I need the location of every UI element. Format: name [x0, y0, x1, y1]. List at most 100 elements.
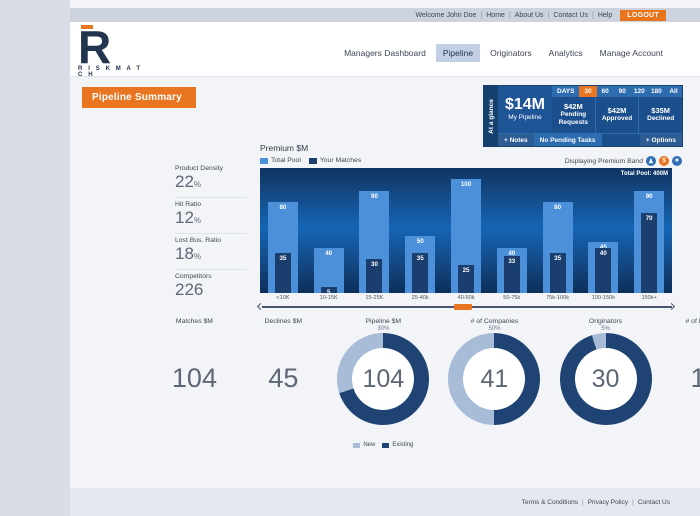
bar-value-your-matches: 35 [279, 255, 287, 263]
nav-item-managers-dashboard[interactable]: Managers Dashboard [344, 48, 426, 58]
nav-item-originators[interactable]: Originators [490, 48, 532, 58]
stat-declined[interactable]: $35M Declined [638, 97, 682, 133]
x-axis-tick: 10-15K [319, 295, 338, 301]
stat-pending-requests[interactable]: $42M Pending Requests [552, 97, 595, 133]
bar-group[interactable]: 90 30 [352, 168, 398, 293]
bar-your-matches[interactable]: 35 [549, 253, 566, 293]
logo[interactable]: R R I S K M A T C H [78, 24, 148, 78]
logo-wordmark: R I S K M A T C H [78, 66, 143, 78]
donut-center-originators: 30 [574, 348, 637, 410]
nav-item-manage-account[interactable]: Manage Account [599, 48, 663, 58]
bar-value-your-matches: 70 [645, 215, 653, 223]
x-axis-tick: 50-75k [503, 295, 521, 301]
bar-value-your-matches: 33 [508, 257, 516, 265]
bar-group[interactable]: 40 33 [489, 168, 535, 293]
add-notes-button[interactable]: + Notes [498, 134, 534, 146]
footer-link-privacy[interactable]: Privacy Policy [587, 499, 629, 506]
rail-unit-lost-bus-ratio: % [193, 252, 202, 261]
bar-your-matches[interactable]: 40 [595, 247, 612, 293]
days-option-90[interactable]: 90 [618, 88, 626, 95]
donut-legend-swatch-existing [382, 442, 390, 448]
header-divider [70, 76, 700, 77]
x-axis-tick: 75k-100k [546, 295, 570, 301]
site-header: R R I S K M A T C H Managers Dashboard P… [70, 22, 700, 78]
kpi-label-declines: Declines $M [264, 318, 303, 325]
footer-divider [70, 488, 700, 489]
bar-value-your-matches: 25 [462, 266, 470, 274]
divider: | [480, 11, 483, 19]
at-a-glance-right: DAYS 30 60 90 120 180 All $42M Pending R… [552, 86, 682, 133]
bar-your-matches[interactable]: 35 [412, 253, 429, 293]
bar-your-matches[interactable]: 35 [274, 253, 291, 293]
nav-item-pipeline[interactable]: Pipeline [435, 44, 481, 62]
bar-your-matches[interactable]: 5 [320, 287, 337, 296]
logout-button[interactable]: LOGOUT [620, 9, 666, 21]
stat-declined-amount: $35M [651, 106, 671, 115]
utility-link-home[interactable]: Home [486, 11, 505, 19]
person-icon[interactable]: ♟ [646, 156, 656, 166]
pending-tasks-button[interactable]: No Pending Tasks [533, 134, 602, 146]
kpi-value-declines: 45 [268, 363, 299, 393]
welcome-text: Welcome John Doe [415, 11, 477, 19]
bar-your-matches[interactable]: 33 [503, 255, 520, 293]
bar-your-matches[interactable]: 25 [458, 264, 475, 293]
kpi-label-companies: # of Companies [470, 318, 519, 325]
bar-value-your-matches: 30 [371, 260, 378, 268]
nav-item-analytics[interactable]: Analytics [548, 48, 583, 58]
bar-group[interactable]: 80 35 [535, 168, 581, 293]
days-option-180[interactable]: 180 [650, 88, 662, 95]
kpi-declines: Declines $M 45 [239, 318, 328, 448]
stat-approved-label: Approved [601, 115, 633, 122]
slider-handle[interactable] [454, 303, 472, 310]
days-option-all[interactable]: All [669, 88, 678, 95]
bar-group[interactable]: 80 35 [260, 168, 306, 293]
grid-icon[interactable]: ⌗ [672, 156, 682, 166]
bar-group[interactable]: 100 25 [443, 168, 489, 293]
bar-group[interactable]: 4540 [580, 168, 626, 293]
dollar-icon[interactable]: $ [659, 156, 669, 166]
bar-total-pool[interactable]: 40 [313, 247, 344, 293]
bar-your-matches[interactable]: 30 [366, 258, 383, 293]
options-button[interactable]: + Options [639, 134, 682, 146]
utility-link-contact-us[interactable]: Contact Us [553, 11, 589, 19]
days-option-30[interactable]: 30 [579, 86, 597, 97]
glance-stats: $42M Pending Requests $42M Approved $35M… [552, 97, 682, 133]
bar-group[interactable]: 90 70 [626, 168, 672, 293]
days-filter-label: DAYS [552, 86, 580, 97]
divider: | [632, 499, 634, 506]
utility-links: Welcome John Doe | Home | About Us | Con… [415, 8, 666, 22]
chart-range-slider[interactable] [256, 302, 676, 311]
utility-bar: Welcome John Doe | Home | About Us | Con… [70, 8, 700, 22]
legend-swatch-total-pool [260, 157, 268, 164]
rail-value-lost-bus-ratio: 18% [175, 244, 247, 266]
kpi-products: # of Products 14 [661, 318, 700, 448]
utility-link-help[interactable]: Help [597, 11, 613, 19]
bar-value-your-matches: 35 [554, 255, 562, 263]
donut-originators[interactable]: 30 [559, 333, 652, 425]
page-sheet: Welcome John Doe | Home | About Us | Con… [70, 0, 700, 516]
donut-companies[interactable]: 41 [448, 333, 541, 425]
days-option-120[interactable]: 120 [633, 88, 645, 95]
total-pool-note: Total Pool: 400M [620, 171, 668, 177]
utility-link-about-us[interactable]: About Us [514, 11, 544, 19]
donut-legend-item-new: New [353, 442, 375, 448]
footer-link-contact[interactable]: Contact Us [637, 499, 670, 506]
rail-value-product-density: 22% [175, 172, 247, 194]
donut-pipeline[interactable]: 104 [337, 333, 430, 425]
bar-group[interactable]: 50 35 [397, 168, 443, 293]
stat-approved[interactable]: $42M Approved [594, 97, 639, 133]
bar-value-total-pool: 45 [600, 244, 607, 293]
rail-unit-hit-ratio: % [193, 216, 202, 225]
kpi-pct-originators: 5% [601, 326, 610, 332]
my-pipeline-amount: $14M [504, 95, 546, 113]
slider-right-arrow-icon[interactable] [667, 302, 676, 311]
bar-group[interactable]: 40 5 [306, 168, 352, 296]
days-option-60[interactable]: 60 [601, 88, 609, 95]
rail-item-competitors: Competitors 226 [175, 273, 247, 302]
kpi-pipeline: Pipeline $M 30% 104 New Existing [328, 318, 439, 448]
actions-spacer [602, 134, 640, 146]
at-a-glance-label-text: At a glance [487, 98, 495, 134]
at-a-glance-side-label: At a glance [484, 86, 498, 146]
footer-link-terms[interactable]: Terms & Conditions [521, 499, 578, 506]
bar-your-matches[interactable]: 70 [641, 213, 658, 293]
